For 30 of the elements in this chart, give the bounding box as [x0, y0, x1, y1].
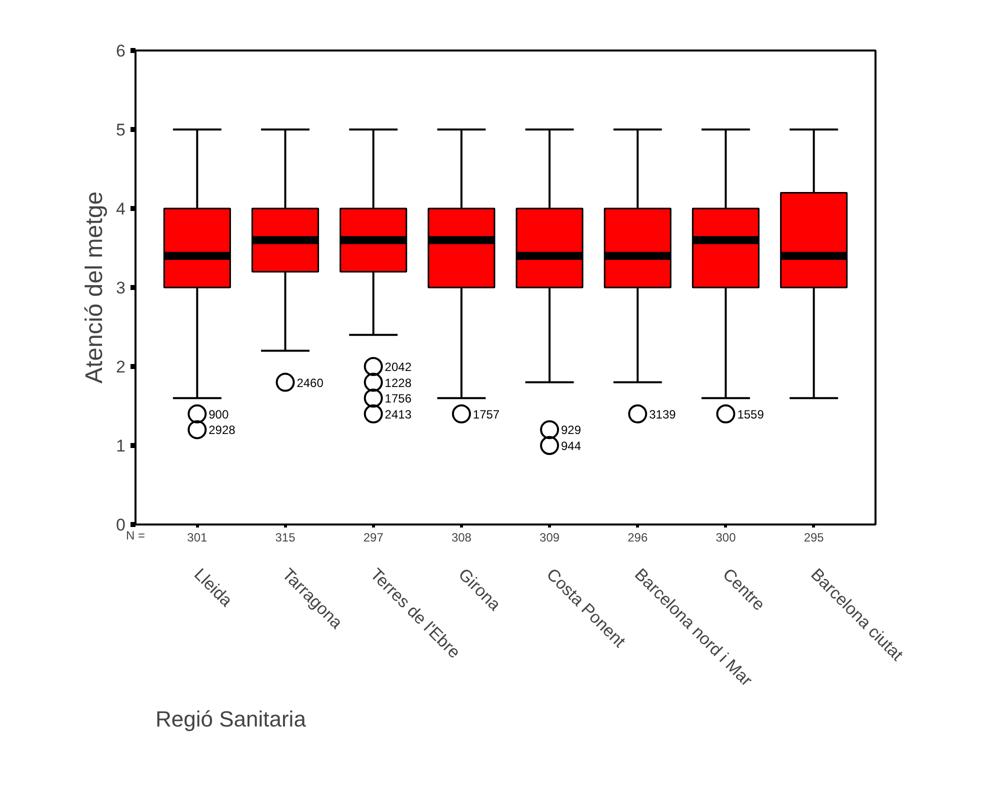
- annotation: 2042: [384, 360, 412, 374]
- y-tick-label: 6: [116, 42, 126, 60]
- y-tick-label: 2: [116, 358, 126, 376]
- annotation: 900: [208, 407, 229, 422]
- y-axis-title: Atenció del metge: [81, 191, 108, 384]
- y-tick-label: 4: [116, 200, 126, 218]
- annotation: 944: [561, 439, 582, 453]
- text: 296: [628, 530, 648, 544]
- text: 315: [275, 530, 296, 544]
- annotation: 2928: [208, 423, 236, 438]
- annotation: 2413: [384, 407, 412, 422]
- text: 309: [540, 530, 560, 544]
- annotation: 2460: [296, 376, 324, 390]
- text: 295: [804, 530, 824, 544]
- annotation: 1228: [384, 376, 412, 390]
- annotation: 1756: [384, 392, 412, 406]
- text: 297: [363, 530, 384, 544]
- text: 301: [187, 530, 208, 544]
- y-tick-label: 1: [116, 436, 126, 456]
- annotation: 1757: [472, 407, 500, 422]
- text: N =: [126, 528, 146, 542]
- annotation: 3139: [649, 407, 676, 422]
- annotation: 929: [561, 423, 582, 438]
- text: 300: [716, 530, 736, 544]
- annotation: 1559: [737, 407, 764, 422]
- y-tick-label: 3: [116, 278, 126, 298]
- y-tick-label: 5: [116, 120, 126, 140]
- x-axis-title: Regió Sanitaria: [156, 706, 307, 732]
- y-tick-label: 0: [116, 516, 126, 534]
- text: 308: [451, 530, 472, 544]
